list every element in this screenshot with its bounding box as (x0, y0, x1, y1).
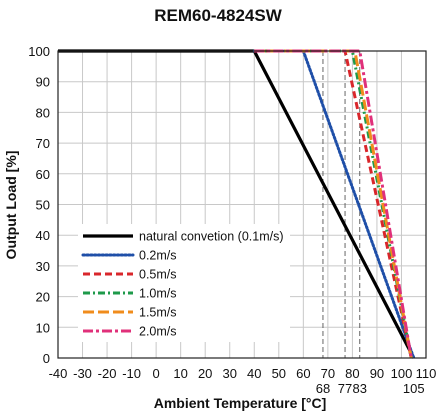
series-line-5 (254, 49, 413, 359)
x-tick-label: 70 (321, 366, 335, 381)
y-tick-label: 30 (36, 259, 50, 274)
x-tick-label: -20 (98, 366, 117, 381)
y-axis-title: Output Load [%] (3, 151, 19, 260)
legend-label-1: 0.2m/s (139, 249, 177, 263)
legend-label-3: 1.0m/s (139, 287, 177, 301)
y-tick-label: 10 (36, 320, 50, 335)
x-tick-label: 10 (173, 366, 187, 381)
y-tick-label: 80 (36, 105, 50, 120)
y-tick-label: 90 (36, 75, 50, 90)
x-tick-label: -40 (49, 366, 68, 381)
legend-label-0: natural convetion (0.1m/s) (139, 230, 284, 244)
x-tick-label: 30 (222, 366, 236, 381)
x-tick-labels: -40 -30 -20 -10 0 10 20 30 40 50 60 70 80 90 100 110 (49, 366, 437, 381)
y-tick-label: 40 (36, 228, 50, 243)
x-tick-label: 60 (296, 366, 310, 381)
x-tick-label: 110 (416, 366, 437, 381)
x-tick-label: 50 (272, 366, 286, 381)
x-tick-label: 0 (153, 366, 160, 381)
y-tick-label: 50 (36, 198, 50, 213)
reference-tick-label-105: 105 (403, 381, 425, 396)
x-tick-label: 80 (345, 366, 359, 381)
x-tick-label: -30 (73, 366, 92, 381)
y-tick-label: 20 (36, 290, 50, 305)
plot-frame (57, 50, 427, 359)
x-tick-label: 90 (370, 366, 384, 381)
legend-label-2: 0.5m/s (139, 268, 177, 282)
reference-tick-label-68: 68 (316, 381, 330, 396)
reference-tick-label-77: 77 (338, 381, 352, 396)
y-tick-label: 70 (36, 136, 50, 151)
x-tick-label: 20 (198, 366, 212, 381)
reference-tick-labels: 68 77 83 105 (316, 381, 425, 396)
x-tick-label: 40 (247, 366, 261, 381)
legend: natural convetion (0.1m/s) 0.2m/s 0.5m/s 1.… (78, 224, 290, 342)
y-tick-label: 100 (28, 44, 50, 59)
x-tick-label: 100 (391, 366, 413, 381)
x-axis-title: Ambient Temperature [°C] (154, 395, 327, 411)
legend-label-4: 1.5m/s (139, 306, 177, 320)
y-tick-label: 0 (43, 351, 50, 366)
legend-background (78, 224, 290, 342)
y-tick-label: 60 (36, 167, 50, 182)
reference-tick-label-83: 83 (353, 381, 367, 396)
legend-label-5: 2.0m/s (139, 325, 177, 339)
chart-title: REM60-4824SW (154, 6, 283, 25)
y-tick-labels: 0 10 20 30 40 50 60 70 80 90 100 (28, 44, 50, 366)
x-tick-label: -10 (122, 366, 141, 381)
